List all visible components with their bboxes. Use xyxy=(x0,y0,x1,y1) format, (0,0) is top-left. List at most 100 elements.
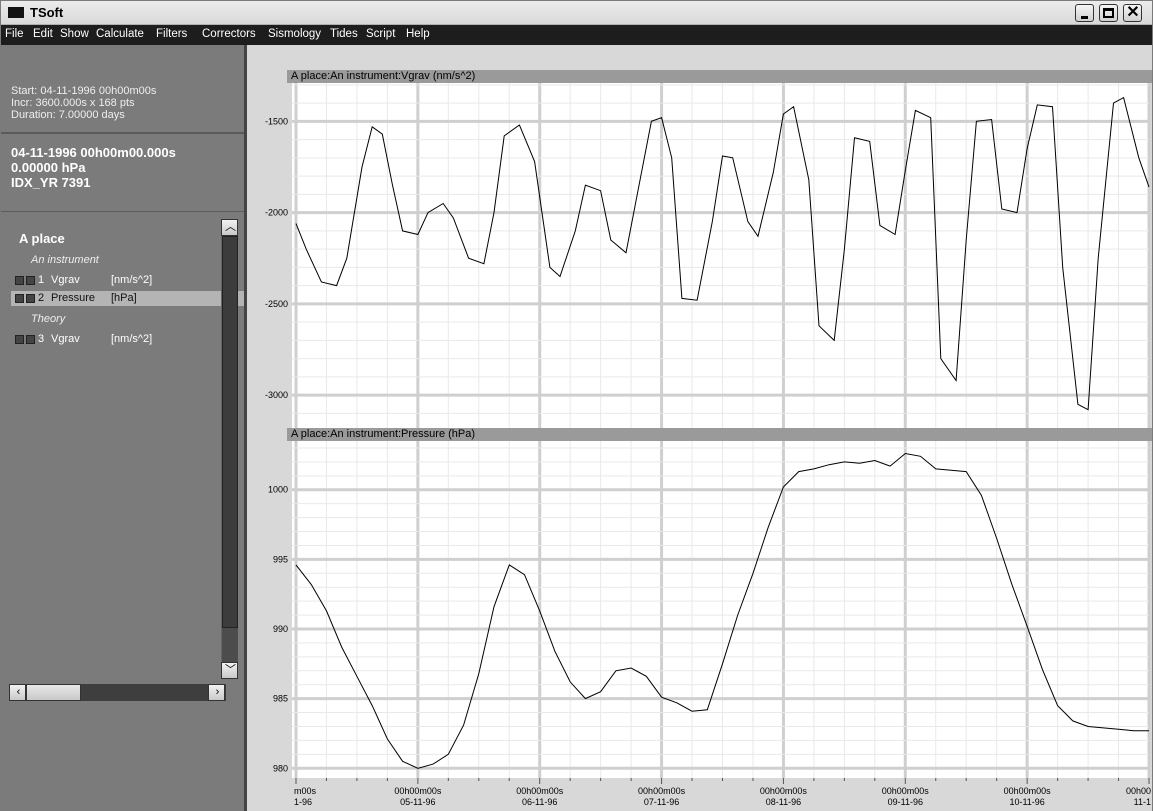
tree-channel-theory-vgrav[interactable]: 3 Vgrav [nm/s^2] xyxy=(11,332,246,347)
cursor-value: 0.00000 hPa xyxy=(11,160,86,175)
channel-number: 1 xyxy=(38,274,45,286)
chevron-right-icon: › xyxy=(215,686,220,698)
x-tick-date: 06-11-96 xyxy=(522,797,557,807)
y-tick-label: 1000 xyxy=(268,485,288,495)
x-tick-time: 00h00m00s xyxy=(760,786,808,796)
pane-title-pressure[interactable]: A place:An instrument:Pressure (hPa) xyxy=(287,428,1152,441)
channel-name: Vgrav xyxy=(51,333,80,345)
menu-script[interactable]: Script xyxy=(366,28,396,40)
menu-help[interactable]: Help xyxy=(406,28,430,40)
channel-checkbox[interactable] xyxy=(15,276,24,285)
series-line xyxy=(295,452,1149,769)
scroll-thumb[interactable] xyxy=(222,236,238,628)
x-tick-time: m00s xyxy=(294,786,317,796)
y-tick-label: 995 xyxy=(273,554,288,564)
menu-sismology[interactable]: Sismology xyxy=(268,28,322,40)
grid xyxy=(292,441,1151,778)
menu-edit[interactable]: Edit xyxy=(33,28,53,40)
x-tick-date: 10-11-96 xyxy=(1009,797,1044,807)
channel-checkbox[interactable] xyxy=(15,294,24,303)
panel-divider xyxy=(1,132,244,134)
channel-checkbox[interactable] xyxy=(26,294,35,303)
close-icon: ✕ xyxy=(1126,4,1140,21)
axis-band xyxy=(292,778,1149,784)
x-tick-time: 00h00 xyxy=(1126,786,1151,796)
channel-number: 3 xyxy=(38,333,45,345)
channel-checkbox[interactable] xyxy=(26,335,35,344)
title-bar[interactable]: TSoft ✕ xyxy=(1,1,1152,25)
maximize-icon xyxy=(1103,8,1114,18)
tree-channel-pressure[interactable]: 2 Pressure [hPa] xyxy=(11,291,246,306)
scroll-down-button[interactable]: ﹀ xyxy=(221,662,238,679)
grid xyxy=(292,83,1151,428)
channel-unit: [hPa] xyxy=(111,292,137,304)
y-tick-label: 985 xyxy=(273,694,288,704)
x-tick-date: 09-11-96 xyxy=(888,797,923,807)
x-tick-time: 00h00m00s xyxy=(394,786,442,796)
start-label: Start: 04-11-1996 00h00m00s xyxy=(11,85,157,97)
channel-name: Vgrav xyxy=(51,274,80,286)
scroll-left-button[interactable]: ‹ xyxy=(9,684,26,701)
cursor-time: 04-11-1996 00h00m00.000s xyxy=(11,145,176,160)
channel-number: 2 xyxy=(38,292,45,304)
channel-unit: [nm/s^2] xyxy=(111,274,153,286)
menu-tides[interactable]: Tides xyxy=(330,28,358,40)
cursor-readout: 04-11-1996 00h00m00.000s 0.00000 hPa IDX… xyxy=(11,145,176,190)
x-tick-date: 07-11-96 xyxy=(644,797,679,807)
cursor-index: IDX_YR 7391 xyxy=(11,175,91,190)
increment-label: Incr: 3600.000s x 168 pts xyxy=(11,97,135,109)
plot-vgrav[interactable]: -1500 -2000 -2500 -3000 xyxy=(247,83,1152,428)
x-tick-date: 05-11-96 xyxy=(400,797,435,807)
minimize-button[interactable] xyxy=(1075,4,1094,22)
scroll-up-button[interactable]: ︿ xyxy=(221,219,238,236)
tree-vertical-scrollbar[interactable]: ︿ ﹀ xyxy=(221,219,238,679)
close-button[interactable]: ✕ xyxy=(1123,4,1142,22)
channel-panel xyxy=(1,45,244,811)
scroll-thumb[interactable] xyxy=(26,684,81,701)
pane-title-vgrav[interactable]: A place:An instrument:Vgrav (nm/s^2) xyxy=(287,70,1152,83)
y-tick-label: -1500 xyxy=(265,116,288,126)
plot-background xyxy=(292,83,1149,428)
menu-show[interactable]: Show xyxy=(60,28,89,40)
app-icon xyxy=(8,7,24,18)
tree-horizontal-scrollbar[interactable]: ‹ › xyxy=(9,684,226,701)
y-tick-label: 990 xyxy=(273,624,288,634)
series-line xyxy=(295,96,1150,411)
chart-area: A place:An instrument:Vgrav (nm/s^2) -15… xyxy=(247,45,1152,811)
x-tick-time: 00h00m00s xyxy=(1004,786,1052,796)
menu-correctors[interactable]: Correctors xyxy=(202,28,256,40)
panel-splitter[interactable] xyxy=(244,45,247,811)
tree-channel-vgrav[interactable]: 1 Vgrav [nm/s^2] xyxy=(11,273,246,288)
window-title: TSoft xyxy=(30,5,64,20)
x-tick-date: 11-1 xyxy=(1134,797,1151,807)
y-tick-label: 980 xyxy=(273,763,288,773)
menu-bar: File Edit Show Calculate Filters Correct… xyxy=(1,25,1152,45)
channel-checkbox[interactable] xyxy=(15,335,24,344)
tree-station[interactable]: A place xyxy=(19,231,65,246)
chevron-down-icon: ﹀ xyxy=(225,664,236,676)
menu-calculate[interactable]: Calculate xyxy=(96,28,144,40)
menu-file[interactable]: File xyxy=(5,28,24,40)
maximize-button[interactable] xyxy=(1099,4,1118,22)
tree-group-theory[interactable]: Theory xyxy=(31,313,66,325)
x-tick-time: 00h00m00s xyxy=(516,786,564,796)
time-axis: m00s1-9600h00m00s05-11-9600h00m00s06-11-… xyxy=(292,778,1151,807)
x-tick-time: 00h00m00s xyxy=(638,786,686,796)
duration-label: Duration: 7.00000 days xyxy=(11,109,125,121)
x-tick-time: 00h00m00s xyxy=(882,786,930,796)
plot-pressure[interactable]: 1000 995 990 985 980 xyxy=(247,441,1152,778)
panel-divider xyxy=(1,211,244,212)
chevron-left-icon: ‹ xyxy=(16,686,21,698)
channel-checkbox[interactable] xyxy=(26,276,35,285)
chevron-up-icon: ︿ xyxy=(225,221,236,233)
minimize-icon xyxy=(1081,16,1088,19)
menu-filters[interactable]: Filters xyxy=(156,28,188,40)
x-tick-date: 1-96 xyxy=(294,797,312,807)
scroll-right-button[interactable]: › xyxy=(208,684,225,701)
channel-name: Pressure xyxy=(51,292,96,304)
tree-group-instrument[interactable]: An instrument xyxy=(31,254,99,266)
plot-background xyxy=(292,441,1149,778)
series-info: Start: 04-11-1996 00h00m00s Incr: 3600.0… xyxy=(11,85,156,121)
channel-unit: [nm/s^2] xyxy=(111,333,153,345)
